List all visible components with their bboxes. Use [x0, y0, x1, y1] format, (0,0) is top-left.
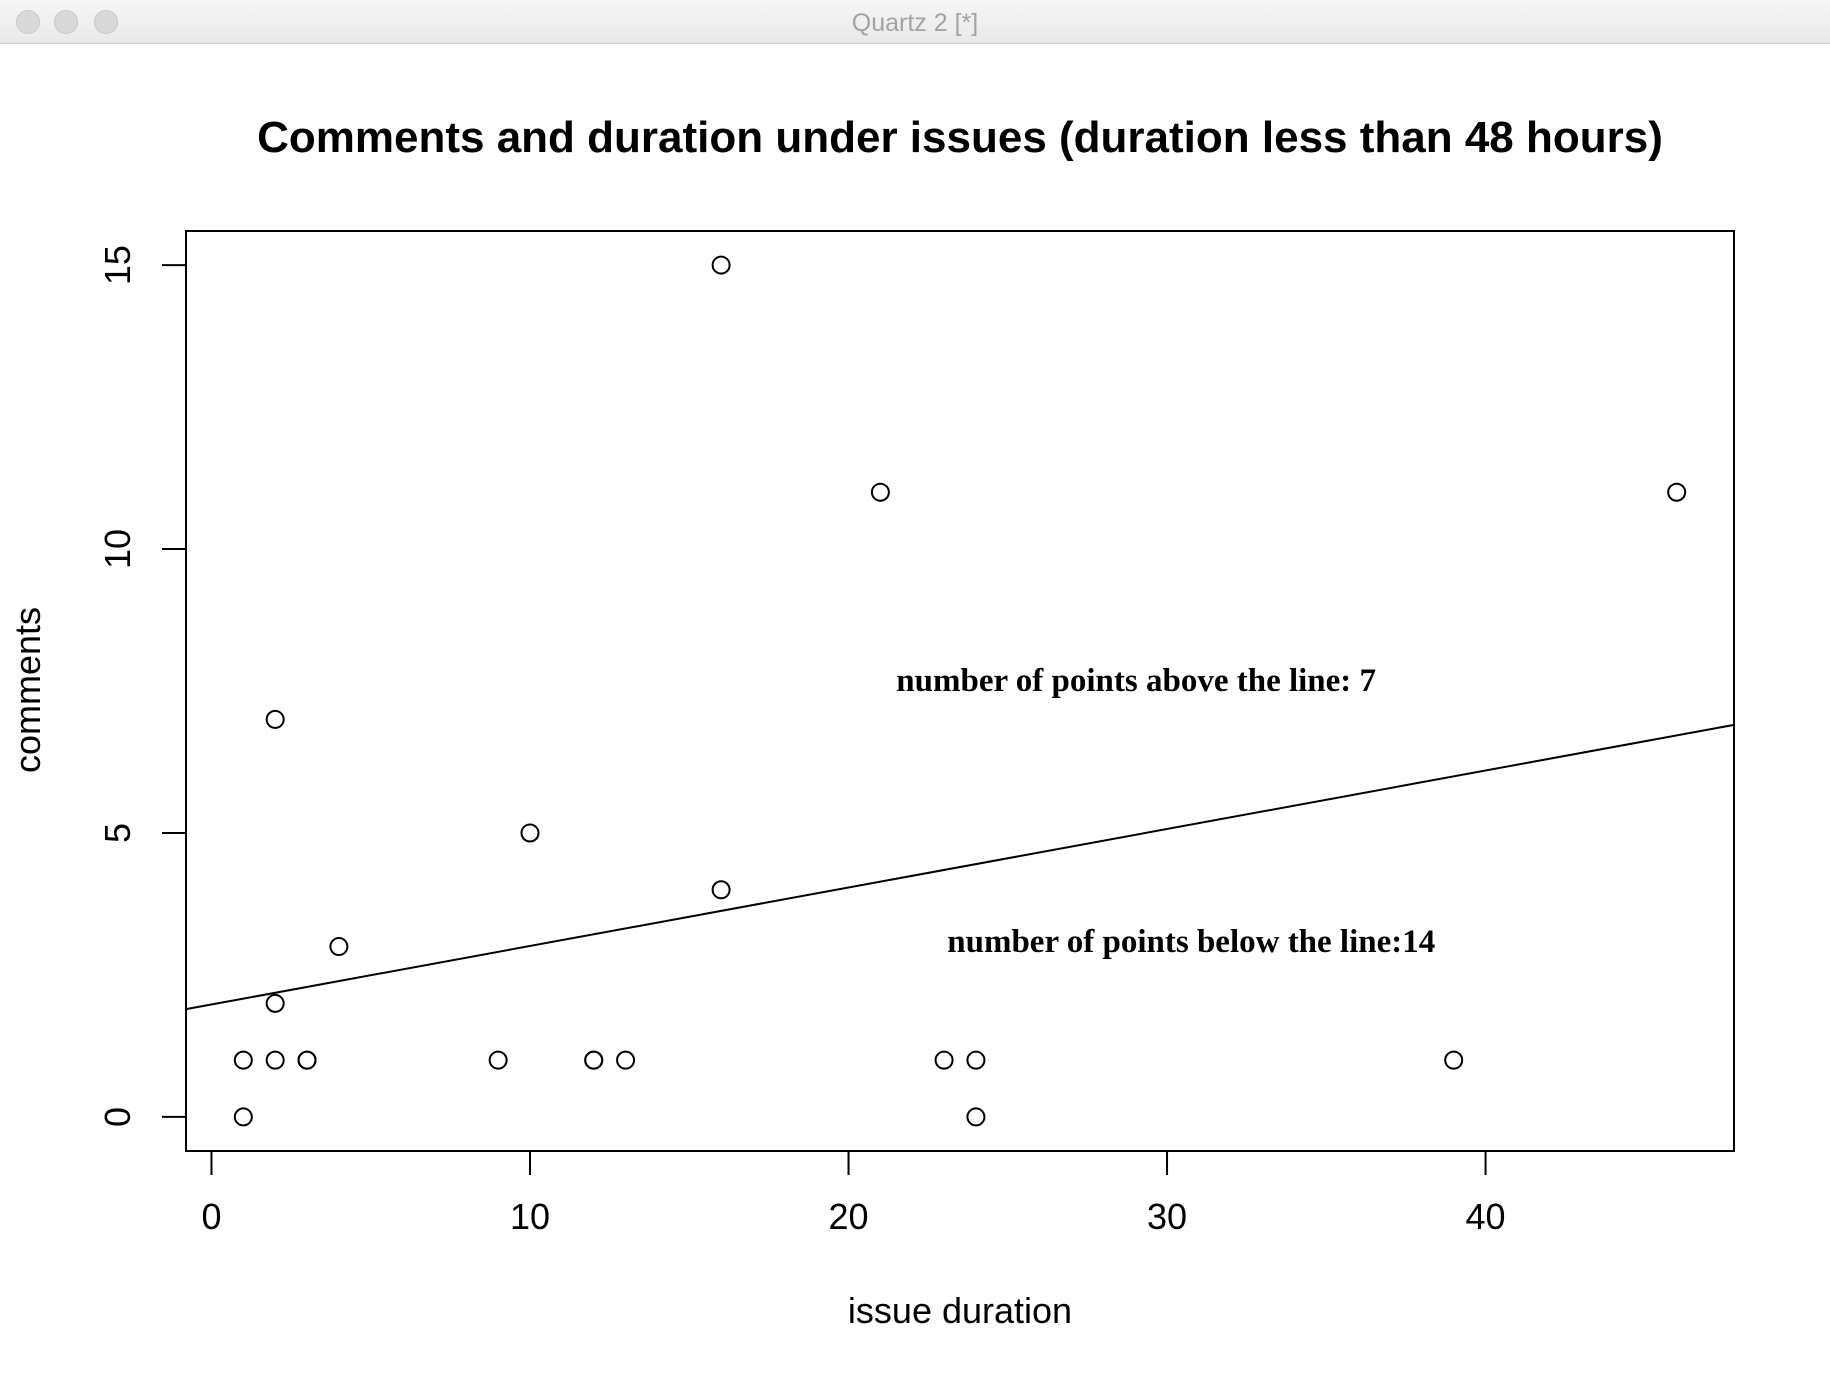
data-point	[233, 1107, 253, 1127]
x-tick-label: 0	[201, 1196, 221, 1237]
data-point	[1667, 482, 1687, 502]
y-axis: 0 5 10 15	[97, 245, 187, 1127]
x-tick-label: 20	[828, 1196, 868, 1237]
data-point	[233, 1050, 253, 1070]
annotation-above-count: number of points above the line: 7	[896, 663, 1376, 699]
data-points	[233, 255, 1687, 1127]
title-bar: Quartz 2 [*]	[0, 0, 1830, 44]
chart-title: Comments and duration under issues (dura…	[257, 113, 1663, 162]
data-point	[934, 1050, 954, 1070]
x-axis: 0 10 20 30 40	[201, 1150, 1506, 1237]
data-point	[870, 482, 890, 502]
data-point	[265, 993, 285, 1013]
data-point	[584, 1050, 604, 1070]
data-point	[616, 1050, 636, 1070]
data-point	[520, 823, 540, 843]
data-point	[1444, 1050, 1464, 1070]
data-point	[711, 880, 731, 900]
data-point	[265, 709, 285, 729]
data-point	[966, 1050, 986, 1070]
x-tick-label: 40	[1466, 1196, 1506, 1237]
data-point	[711, 255, 731, 275]
regression-line-group	[185, 723, 1735, 1011]
regression-line	[185, 723, 1735, 1011]
x-axis-label: issue duration	[848, 1290, 1072, 1331]
y-tick-label: 0	[97, 1107, 138, 1127]
y-axis-label: comments	[7, 607, 48, 773]
y-tick-label: 10	[97, 529, 138, 569]
window-title: Quartz 2 [*]	[851, 9, 979, 37]
data-point	[488, 1050, 508, 1070]
y-tick-label: 15	[97, 245, 138, 285]
data-point	[966, 1107, 986, 1127]
data-point	[265, 1050, 285, 1070]
annotations: number of points above the line: 7 number…	[896, 663, 1435, 960]
y-tick-label: 5	[97, 823, 138, 843]
data-point	[329, 937, 349, 957]
zoom-window-button[interactable]	[94, 10, 118, 34]
minimize-window-button[interactable]	[54, 10, 78, 34]
data-point	[297, 1050, 317, 1070]
annotation-below-count: number of points below the line:14	[947, 924, 1435, 960]
close-window-button[interactable]	[16, 10, 40, 34]
x-tick-label: 10	[510, 1196, 550, 1237]
scatter-plot: Comments and duration under issues (dura…	[7, 113, 1735, 1331]
x-tick-label: 30	[1147, 1196, 1187, 1237]
